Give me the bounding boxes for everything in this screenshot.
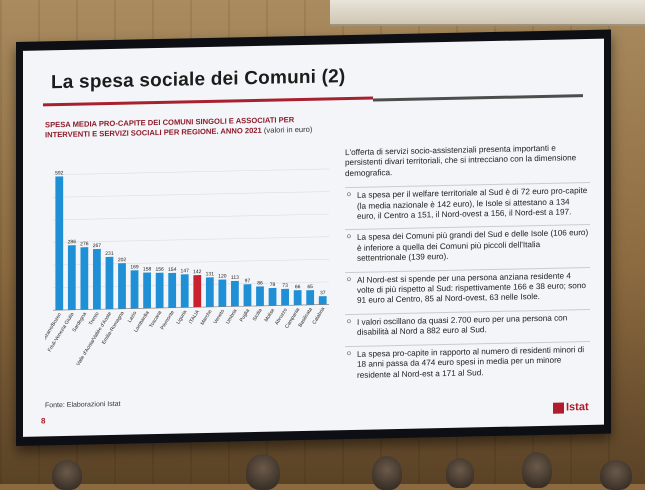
bar-value-label: 66 bbox=[295, 284, 301, 290]
category-label: Puglia bbox=[239, 308, 252, 323]
bullet-item: La spesa dei Comuni più grandi del Sud e… bbox=[345, 224, 590, 265]
bar-value-label: 78 bbox=[270, 282, 276, 288]
bar bbox=[80, 247, 89, 310]
bar-value-label: 231 bbox=[105, 251, 114, 257]
bar bbox=[180, 274, 189, 308]
bullet-item: I valori oscillano da quasi 2.700 euro p… bbox=[345, 308, 590, 339]
chart-title-text: SPESA MEDIA PRO-CAPITE DEI COMUNI SINGOL… bbox=[45, 115, 295, 140]
bar bbox=[155, 272, 164, 309]
category-label: Umbria bbox=[225, 308, 239, 325]
istat-logo: Istat bbox=[553, 401, 589, 414]
bar-chart: 592 Bolzano/Bozen 286 Friuli-Venezia Giulia… bbox=[45, 154, 335, 400]
bar-value-label: 73 bbox=[282, 283, 288, 289]
bar bbox=[243, 284, 252, 307]
category-label: Marche bbox=[200, 309, 214, 327]
bar-value-label: 276 bbox=[80, 241, 89, 247]
bar bbox=[256, 286, 264, 306]
bullet-item: Al Nord-est si spende per una persona an… bbox=[345, 266, 590, 307]
bar-value-label: 120 bbox=[218, 273, 227, 279]
audience-head bbox=[446, 458, 474, 488]
bullet-item: La spesa per il welfare territoriale al … bbox=[345, 182, 590, 223]
category-label: Calabria bbox=[311, 306, 326, 325]
title-rule-red bbox=[43, 96, 373, 107]
bar bbox=[93, 248, 101, 310]
audience-head bbox=[372, 456, 402, 490]
chart-unit: (valori in euro) bbox=[263, 124, 313, 135]
slide-title: La spesa sociale dei Comuni (2) bbox=[51, 66, 346, 94]
category-label: Sicilia bbox=[252, 308, 264, 322]
bar-value-label: 113 bbox=[231, 275, 239, 281]
gridline bbox=[53, 168, 329, 176]
bar-value-label: 267 bbox=[93, 243, 102, 249]
bar bbox=[55, 176, 64, 311]
bar bbox=[193, 275, 202, 308]
bar-value-label: 592 bbox=[55, 170, 64, 176]
bullet-list: La spesa per il welfare territoriale al … bbox=[345, 182, 590, 382]
bar-value-label: 154 bbox=[168, 267, 177, 273]
bar bbox=[281, 288, 289, 306]
source-note: Fonte: Elaborazioni Istat bbox=[45, 400, 121, 410]
bar bbox=[130, 270, 139, 309]
bar bbox=[293, 290, 302, 306]
istat-logo-text: Istat bbox=[566, 401, 589, 414]
bar bbox=[231, 280, 239, 307]
bar bbox=[105, 256, 114, 310]
slide: La spesa sociale dei Comuni (2) SPESA ME… bbox=[23, 38, 604, 437]
bar-value-label: 286 bbox=[68, 239, 77, 245]
bar bbox=[318, 296, 327, 305]
audience-head bbox=[600, 460, 632, 490]
bar bbox=[218, 279, 227, 307]
bar-value-label: 131 bbox=[206, 271, 215, 277]
bullet-item: La spesa pro-capite in rapporto al numer… bbox=[345, 340, 590, 382]
chart-title: SPESA MEDIA PRO-CAPITE DEI COMUNI SINGOL… bbox=[45, 114, 335, 140]
bar bbox=[67, 245, 76, 310]
bar-value-label: 202 bbox=[118, 257, 127, 263]
gridline bbox=[53, 213, 329, 221]
bar bbox=[306, 290, 315, 305]
bar bbox=[205, 277, 214, 308]
intro-paragraph: L'offerta di servizi socio-assistenziali… bbox=[345, 143, 577, 178]
bar bbox=[143, 272, 151, 309]
bar-value-label: 37 bbox=[320, 290, 326, 296]
projection-screen: La spesa sociale dei Comuni (2) SPESA ME… bbox=[16, 29, 611, 446]
category-label: Liguria bbox=[175, 309, 188, 325]
x-axis bbox=[53, 304, 329, 311]
bar bbox=[118, 263, 126, 309]
bar bbox=[268, 287, 277, 306]
bar-value-label: 97 bbox=[245, 278, 251, 284]
bar-value-label: 156 bbox=[155, 267, 164, 273]
audience-head bbox=[52, 460, 82, 490]
audience-head bbox=[522, 452, 552, 488]
gridline bbox=[53, 236, 329, 243]
bar-value-label: 169 bbox=[130, 264, 139, 270]
bar-value-label: 158 bbox=[143, 266, 152, 272]
audience-head bbox=[246, 454, 280, 490]
istat-logo-icon bbox=[553, 402, 564, 414]
bar-value-label: 147 bbox=[181, 268, 190, 274]
page-number: 8 bbox=[41, 416, 46, 426]
bar bbox=[168, 272, 177, 308]
title-rule-gray bbox=[373, 94, 583, 102]
bar-value-label: 86 bbox=[257, 280, 263, 286]
gridline bbox=[53, 191, 329, 198]
bar-value-label: 65 bbox=[307, 284, 313, 290]
text-panel: L'offerta di servizi socio-assistenziali… bbox=[345, 143, 590, 388]
ceiling-light bbox=[330, 0, 645, 26]
audience-heads bbox=[0, 448, 645, 490]
category-label: Lazio bbox=[127, 310, 139, 324]
bar-value-label: 142 bbox=[193, 269, 202, 275]
